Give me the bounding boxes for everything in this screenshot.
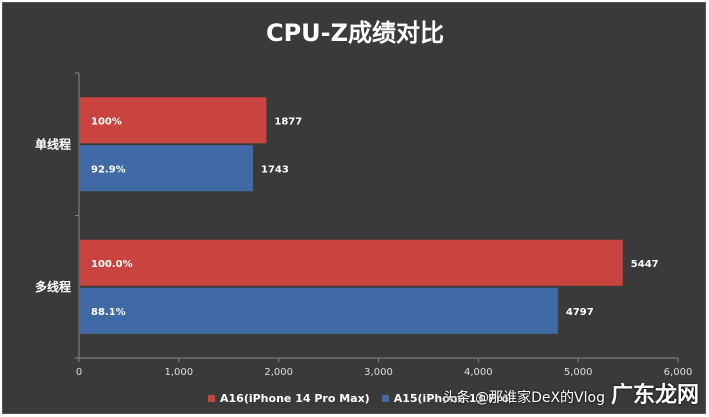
legend-swatch-a15 — [381, 395, 389, 402]
legend-swatch-a16 — [208, 395, 215, 402]
watermark-brand: 广东龙网 — [610, 383, 699, 408]
category-label: 多线程 — [35, 279, 71, 294]
x-tick-label: 5,000 — [564, 367, 593, 378]
bar — [80, 239, 623, 286]
x-tick-label: 2,000 — [264, 367, 293, 378]
bar — [80, 287, 558, 334]
bar-chart: 0 1,000 2,000 3,000 4,000 5,000 6,000 单线程 100% 18… — [35, 72, 693, 378]
x-tick-label: 6,000 — [664, 367, 693, 378]
category-label: 单线程 — [35, 136, 71, 151]
legend-item-a15: A15(iPhone 13 Pro — [381, 392, 510, 405]
bar-value-label: 1743 — [261, 164, 289, 175]
legend-label-a16: A16(iPhone 14 Pro Max) — [220, 392, 370, 405]
x-tick-label: 1,000 — [165, 367, 194, 378]
watermark: 头条 @那谁家DeX的Vlog 广东龙网 — [443, 377, 699, 409]
x-tick-label: 3,000 — [364, 367, 393, 378]
x-tick-label: 4,000 — [464, 367, 493, 378]
bar-percent-label: 88.1% — [91, 307, 126, 318]
bar-value-label: 1877 — [274, 116, 302, 127]
bar-value-label: 5447 — [631, 259, 659, 270]
chart-title: CPU-Z成绩对比 — [265, 19, 445, 47]
x-tick-label: 0 — [76, 367, 82, 378]
bar-percent-label: 100% — [91, 116, 122, 127]
watermark-handle: 头条 @那谁家DeX的Vlog — [442, 390, 605, 406]
bar-percent-label: 92.9% — [91, 164, 126, 175]
bar-value-label: 4797 — [566, 307, 594, 318]
bar-percent-label: 100.0% — [91, 259, 133, 270]
legend-label-a15: A15(iPhone 13 Pro — [393, 392, 510, 405]
bar — [80, 97, 267, 144]
legend-item-a16: A16(iPhone 14 Pro Max) — [208, 392, 370, 405]
legend: A16(iPhone 14 Pro Max) A15(iPhone 13 Pro — [208, 392, 509, 405]
bar — [80, 145, 254, 192]
